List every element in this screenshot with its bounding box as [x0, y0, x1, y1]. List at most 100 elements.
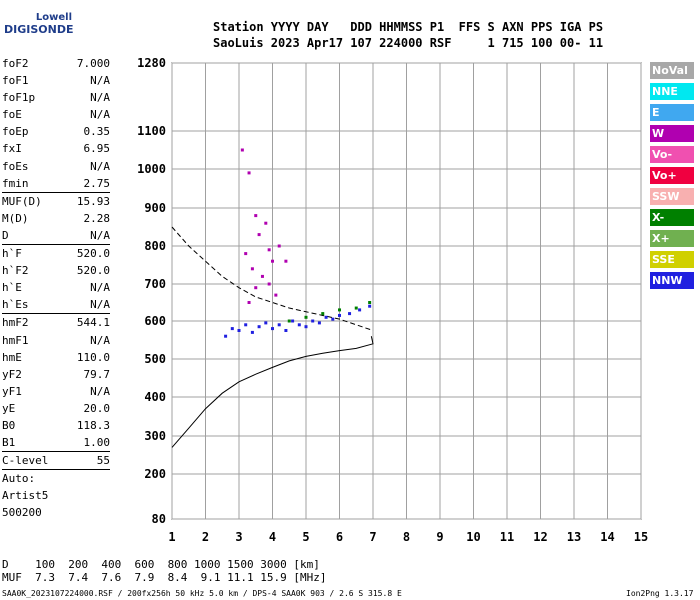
param-name: hmE	[2, 350, 22, 364]
param-value: 110.0	[76, 350, 110, 364]
legend-item: X-	[650, 209, 694, 226]
echo-point	[368, 301, 372, 304]
x-tick-label: 8	[403, 530, 410, 544]
param-row: h`E N/A	[2, 279, 110, 296]
param-value: N/A	[90, 228, 110, 242]
param-name: hmF1	[2, 333, 29, 347]
legend-item: SSW	[650, 188, 694, 205]
echo-point	[254, 286, 258, 290]
x-tick-label: 3	[235, 530, 242, 544]
echo-point	[284, 329, 288, 332]
param-name: yE	[2, 401, 16, 415]
param-row: C-level 55	[2, 452, 110, 469]
param-row: yE 20.0	[2, 400, 110, 417]
y-tick-label: 900	[144, 201, 166, 215]
muf-row: MUF 7.3 7.4 7.6 7.9 8.4 9.1 11.1 15.9 [M…	[2, 571, 327, 584]
echo-point	[250, 267, 254, 271]
param-name: fxI	[2, 142, 22, 156]
echo-point	[224, 334, 228, 338]
echo-point	[317, 321, 321, 325]
param-row: foF1p N/A	[2, 89, 110, 106]
param-value: N/A	[90, 333, 110, 347]
y-tick-label: 500	[144, 352, 166, 366]
param-separator	[2, 469, 110, 471]
echo-point	[237, 329, 241, 332]
echo-point	[284, 259, 288, 263]
param-value: N/A	[90, 91, 110, 105]
y-tick-label: 200	[144, 467, 166, 481]
echo-point	[354, 306, 358, 310]
echo-point	[267, 282, 271, 286]
x-tick-label: 12	[533, 530, 547, 544]
param-value: 1.00	[83, 436, 111, 450]
echo-point	[250, 330, 254, 334]
param-row: Auto:	[2, 470, 110, 487]
param-value: N/A	[90, 384, 110, 398]
d-distance-row: D 100 200 400 600 800 1000 1500 3000 [km…	[2, 558, 320, 571]
echo-point	[277, 323, 281, 327]
echo-point	[348, 312, 352, 316]
echo-point	[368, 304, 372, 308]
legend-item: W	[650, 125, 694, 142]
echo-point	[277, 244, 281, 248]
param-name: M(D)	[2, 211, 29, 225]
y-tick-label: 1000	[137, 162, 166, 176]
legend-item: Vo+	[650, 167, 694, 184]
x-tick-label: 5	[302, 530, 309, 544]
echo-point	[247, 301, 251, 304]
param-value: 20.0	[83, 401, 111, 415]
param-value: 520.0	[76, 264, 110, 278]
param-name: yF1	[2, 384, 22, 398]
echo-point	[338, 313, 341, 317]
profile-line	[171, 336, 374, 448]
param-name: h`Es	[2, 298, 29, 312]
echo-point	[331, 317, 335, 321]
param-name: 500200	[2, 506, 42, 520]
echo-point	[240, 148, 244, 152]
param-row: h`F 520.0	[2, 245, 110, 262]
y-tick-label: 1100	[137, 124, 166, 138]
param-name: foF2	[2, 57, 29, 70]
lowell-logo: Lowell DIGISONDE	[4, 12, 76, 36]
param-value: 6.95	[83, 142, 111, 156]
param-name: foE	[2, 108, 22, 122]
param-value: 544.1	[76, 316, 110, 330]
param-name: hmF2	[2, 316, 29, 330]
echo-point	[257, 325, 261, 329]
param-separator	[2, 191, 110, 193]
param-value: 7.000	[76, 57, 110, 70]
param-name: h`F	[2, 247, 22, 261]
echo-point	[304, 315, 308, 319]
param-name: foF1p	[2, 91, 36, 105]
y-tick-label: 1280	[137, 56, 166, 70]
param-row: fxI 6.95	[2, 140, 110, 157]
param-row: B1 1.00	[2, 434, 110, 451]
param-row: MUF(D) 15.93	[2, 193, 110, 210]
param-row: hmE 110.0	[2, 349, 110, 366]
legend-item: E	[650, 104, 694, 121]
param-row: foF2 7.000	[2, 55, 110, 72]
legend-item: NNW	[650, 272, 694, 289]
x-tick-label: 14	[600, 530, 614, 544]
echo-point	[247, 171, 251, 175]
echo-point	[230, 327, 234, 331]
param-name: foF1	[2, 74, 29, 88]
param-value: 118.3	[76, 418, 110, 432]
echo-point	[264, 221, 268, 225]
param-separator	[2, 244, 110, 246]
echo-point	[338, 308, 341, 312]
param-row: h`Es N/A	[2, 296, 110, 313]
param-name: D	[2, 228, 9, 242]
param-row: fmin 2.75	[2, 175, 110, 192]
profile-dashed-line	[171, 226, 374, 331]
echo-point	[324, 315, 328, 319]
param-value: 15.93	[76, 194, 110, 208]
param-row: foEs N/A	[2, 158, 110, 175]
y-tick-label: 300	[144, 429, 166, 443]
legend-item: X+	[650, 230, 694, 247]
x-tick-label: 11	[500, 530, 514, 544]
echo-point	[264, 321, 268, 325]
polarization-legend: NoVal NNE E W Vo- Vo+ SSW X- X+ SSE NNW	[650, 62, 694, 293]
echo-point	[291, 319, 295, 323]
